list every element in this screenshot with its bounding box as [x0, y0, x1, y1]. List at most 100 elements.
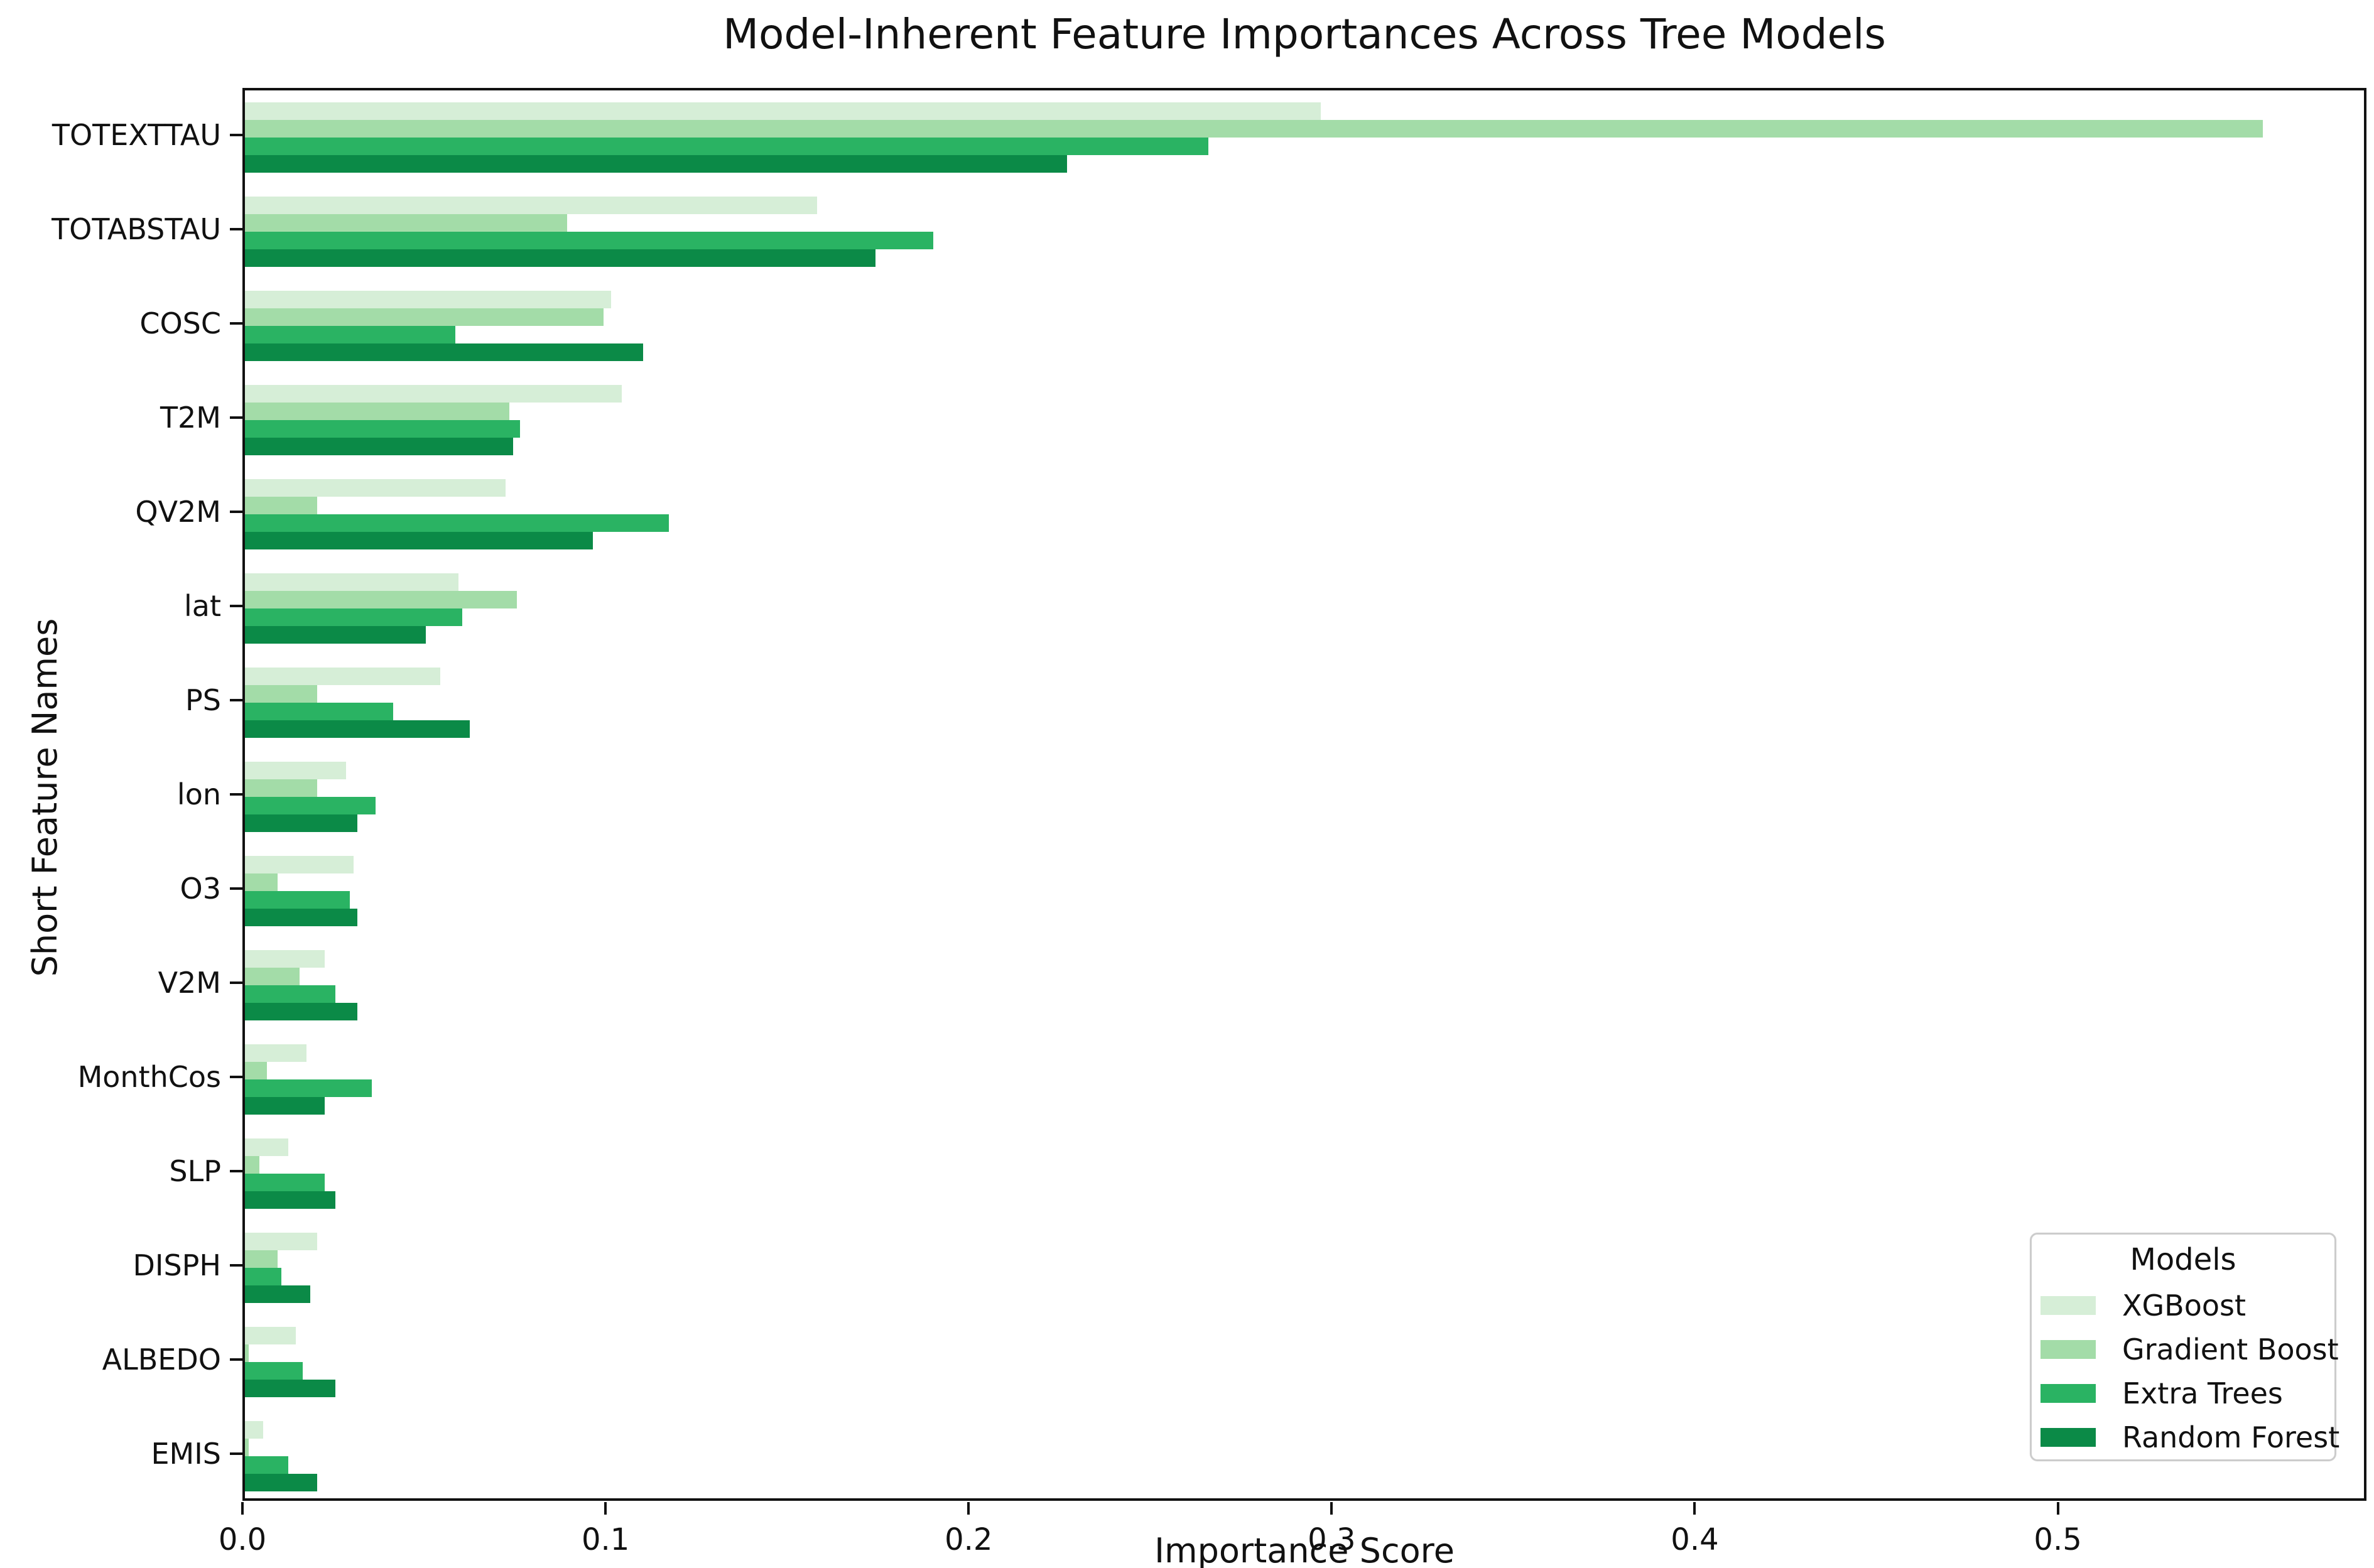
y-tick-label-t2m: T2M — [160, 401, 221, 435]
y-tick-albedo — [230, 1358, 242, 1361]
bar-random-forest-emis — [245, 1474, 318, 1491]
bar-gradient-boost-t2m — [245, 403, 510, 420]
category-row-ps — [245, 656, 2364, 750]
bar-extra-trees-totabstau — [245, 232, 933, 249]
bar-gradient-boost-emis — [245, 1439, 249, 1456]
bar-gradient-boost-monthcos — [245, 1062, 267, 1079]
category-row-totexttau — [245, 90, 2364, 185]
y-axis-label: Short Feature Names — [25, 618, 65, 977]
x-tick-0.0 — [241, 1502, 244, 1515]
bar-extra-trees-disph — [245, 1268, 281, 1285]
category-row-lat — [245, 561, 2364, 656]
x-tick-0.1 — [604, 1502, 607, 1515]
legend-entry-random-forest: Random Forest — [2032, 1415, 2339, 1459]
bar-gradient-boost-qv2m — [245, 497, 318, 514]
bar-xgboost-albedo — [245, 1327, 296, 1344]
legend-swatch-extra-trees — [2041, 1384, 2096, 1403]
bar-extra-trees-lon — [245, 797, 376, 814]
bar-xgboost-lon — [245, 762, 347, 779]
bar-xgboost-totabstau — [245, 197, 818, 214]
bar-xgboost-lat — [245, 573, 459, 591]
bar-xgboost-v2m — [245, 950, 325, 968]
y-tick-v2m — [230, 981, 242, 984]
bar-extra-trees-o3 — [245, 891, 350, 909]
y-tick-emis — [230, 1452, 242, 1455]
category-row-t2m — [245, 373, 2364, 467]
bar-extra-trees-t2m — [245, 420, 521, 438]
bar-gradient-boost-slp — [245, 1156, 260, 1174]
legend-swatch-gradient-boost — [2041, 1340, 2096, 1359]
chart-title: Model-Inherent Feature Importances Acros… — [723, 10, 1886, 58]
bar-xgboost-monthcos — [245, 1044, 307, 1062]
category-row-lon — [245, 750, 2364, 844]
y-tick-o3 — [230, 887, 242, 890]
y-tick-totabstau — [230, 228, 242, 230]
category-row-emis — [245, 1409, 2364, 1503]
x-axis-label: Importance Score — [1154, 1531, 1455, 1568]
y-tick-label-totexttau: TOTEXTTAU — [51, 118, 221, 152]
bar-random-forest-ps — [245, 720, 470, 738]
y-tick-slp — [230, 1170, 242, 1172]
bar-extra-trees-slp — [245, 1174, 325, 1191]
bar-random-forest-o3 — [245, 909, 357, 926]
bar-random-forest-lon — [245, 814, 357, 832]
category-row-o3 — [245, 844, 2364, 938]
x-tick-label-0.2: 0.2 — [945, 1522, 993, 1557]
y-tick-label-emis: EMIS — [151, 1437, 221, 1471]
y-tick-label-ps: PS — [185, 683, 221, 717]
bar-random-forest-qv2m — [245, 532, 593, 549]
bar-gradient-boost-totabstau — [245, 214, 568, 232]
bar-xgboost-t2m — [245, 385, 622, 403]
bar-xgboost-emis — [245, 1421, 263, 1439]
category-row-qv2m — [245, 467, 2364, 561]
y-tick-t2m — [230, 416, 242, 419]
x-tick-label-0.0: 0.0 — [218, 1522, 267, 1557]
category-row-albedo — [245, 1315, 2364, 1409]
bar-xgboost-slp — [245, 1138, 289, 1156]
legend-label-extra-trees: Extra Trees — [2122, 1376, 2283, 1410]
bar-extra-trees-monthcos — [245, 1079, 372, 1097]
x-tick-label-0.5: 0.5 — [2034, 1522, 2082, 1557]
y-tick-label-slp: SLP — [169, 1154, 221, 1188]
category-row-cosc — [245, 279, 2364, 373]
y-tick-label-totabstau: TOTABSTAU — [51, 212, 221, 246]
bar-gradient-boost-lon — [245, 779, 318, 797]
y-tick-label-o3: O3 — [180, 872, 221, 906]
y-tick-label-disph: DISPH — [133, 1248, 221, 1282]
bar-random-forest-albedo — [245, 1380, 336, 1397]
category-row-totabstau — [245, 185, 2364, 279]
bar-gradient-boost-albedo — [245, 1344, 249, 1362]
bar-extra-trees-totexttau — [245, 138, 1209, 155]
category-row-monthcos — [245, 1032, 2364, 1127]
bar-xgboost-disph — [245, 1233, 318, 1250]
bar-xgboost-cosc — [245, 291, 611, 308]
bar-random-forest-monthcos — [245, 1097, 325, 1115]
y-tick-lon — [230, 793, 242, 796]
x-tick-label-0.4: 0.4 — [1671, 1522, 1719, 1557]
y-tick-label-albedo: ALBEDO — [102, 1343, 221, 1376]
bar-random-forest-cosc — [245, 343, 644, 361]
bar-gradient-boost-totexttau — [245, 120, 2263, 138]
bar-gradient-boost-cosc — [245, 308, 604, 326]
bar-random-forest-slp — [245, 1191, 336, 1209]
bar-xgboost-qv2m — [245, 479, 506, 497]
x-tick-0.3 — [1330, 1502, 1333, 1515]
legend: Models XGBoost Gradient Boost Extra Tree… — [2030, 1233, 2339, 1461]
y-tick-lat — [230, 605, 242, 607]
plot-area — [242, 88, 2366, 1501]
category-row-disph — [245, 1221, 2364, 1315]
legend-label-gradient-boost: Gradient Boost — [2122, 1333, 2339, 1366]
bar-extra-trees-albedo — [245, 1362, 303, 1380]
x-tick-0.4 — [1693, 1502, 1696, 1515]
y-tick-label-lat: lat — [183, 589, 221, 623]
category-row-slp — [245, 1127, 2364, 1221]
legend-label-xgboost: XGBoost — [2122, 1289, 2247, 1322]
legend-label-random-forest: Random Forest — [2122, 1420, 2340, 1454]
y-tick-label-monthcos: MonthCos — [77, 1060, 221, 1094]
bar-extra-trees-qv2m — [245, 514, 669, 532]
bar-random-forest-disph — [245, 1285, 310, 1303]
legend-swatch-xgboost — [2041, 1296, 2096, 1315]
bar-random-forest-v2m — [245, 1003, 357, 1020]
y-tick-qv2m — [230, 511, 242, 513]
